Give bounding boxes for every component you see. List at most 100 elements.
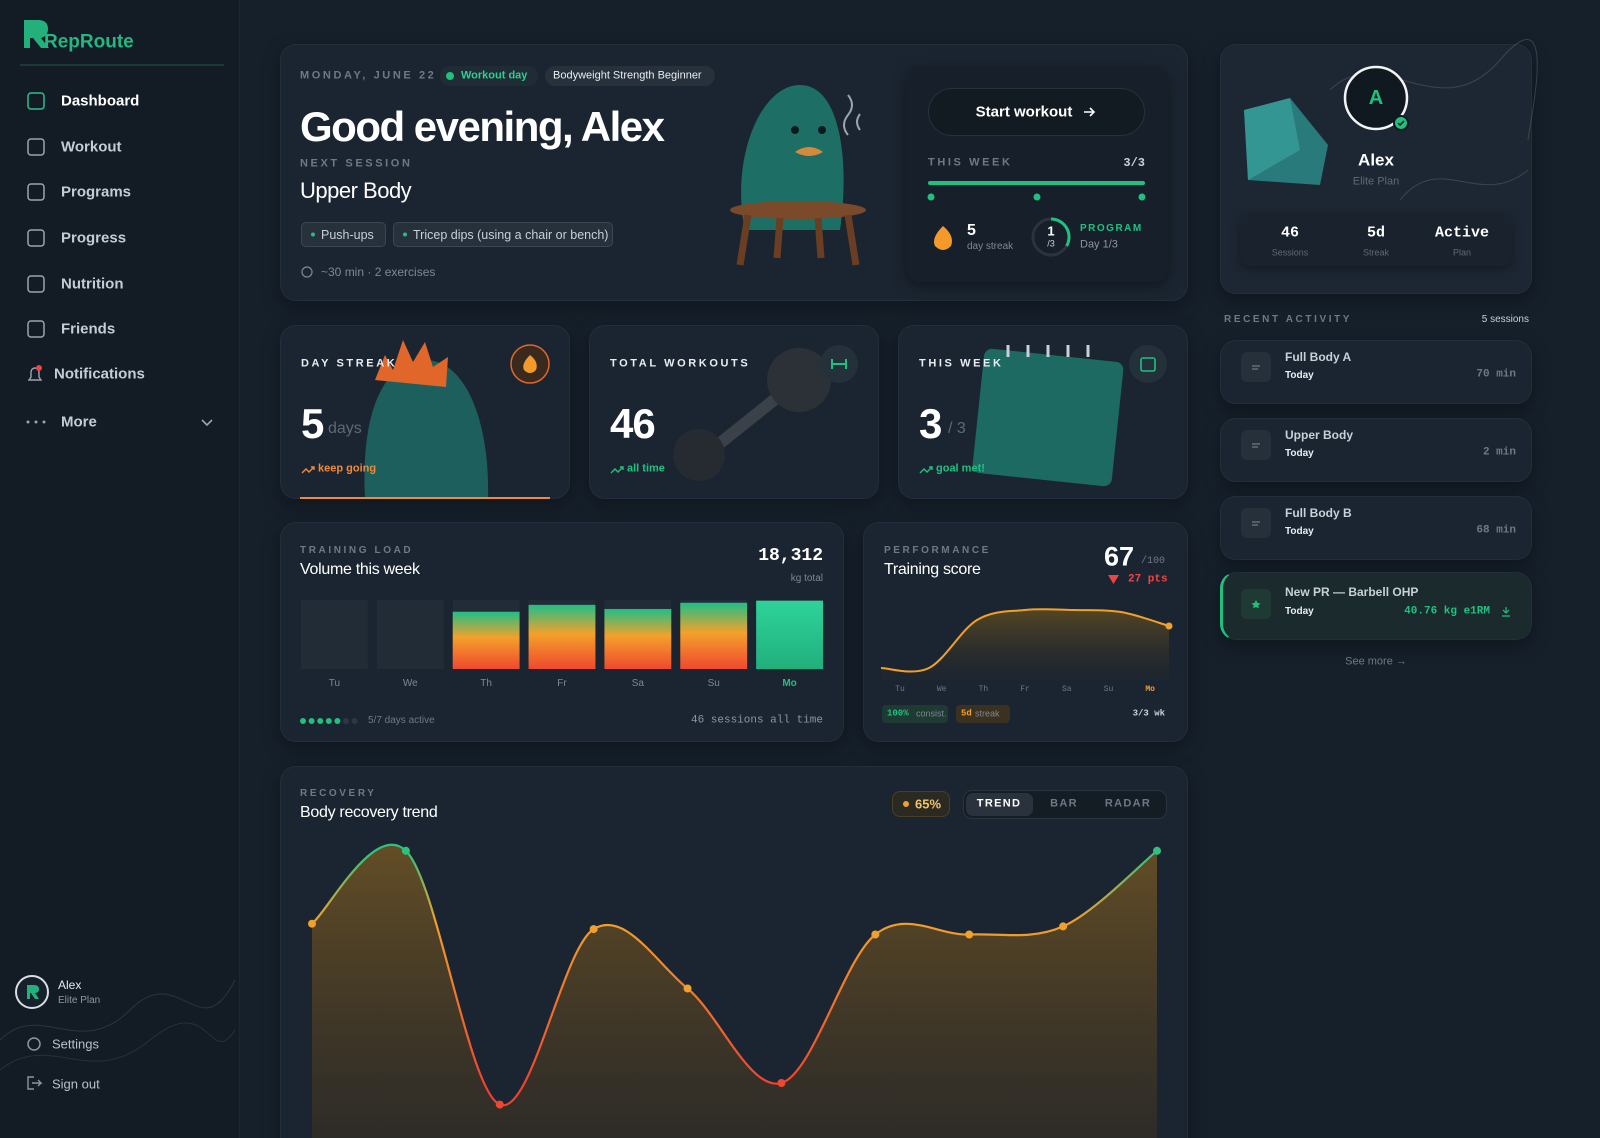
badge-dot [446,72,454,80]
activity-dot [351,718,358,724]
list-icon [1252,365,1260,370]
x-tick-label: Su [1103,685,1114,694]
see-more[interactable]: See more → [1345,655,1407,668]
chip-strong: 100% [887,708,909,719]
chevron [201,419,213,427]
activity-item[interactable] [1220,418,1532,482]
activity-dot [308,718,315,724]
nav-item[interactable]: Notifications [54,365,145,383]
point [1059,922,1068,931]
table-top [730,201,866,219]
profile-stat-value: 46 [1280,224,1300,242]
trend-icon [919,466,933,474]
program-label: PROGRAM [1080,223,1143,234]
badge-dot [36,365,42,371]
x-tick-label: Sa [1061,685,1072,694]
activity-icon [1241,352,1271,382]
tab[interactable]: TREND [976,797,1022,810]
hero-date: MONDAY, JUNE 22 [300,69,437,82]
activity-dot [325,718,332,724]
tab[interactable]: BAR [1050,797,1078,810]
point [683,984,692,993]
activity-icon [1241,508,1271,538]
fire-hair [375,340,448,387]
activity-when: Today [1285,526,1314,537]
program-day: Day 1/3 [1080,238,1118,251]
start-button[interactable] [928,88,1145,136]
profile-initial: A [1368,87,1384,109]
activity-title: New PR — Barbell OHP [1285,585,1419,599]
tab-active[interactable] [966,793,1033,816]
settings-link[interactable]: Settings [52,1036,99,1052]
exercise: Push-ups [321,227,374,242]
activity-label: RECENT ACTIVITY [1224,314,1353,325]
nav-item[interactable]: Workout [61,138,122,156]
exercise-chip [393,222,613,247]
bar [604,608,672,669]
more-dot [42,420,46,424]
smoke [1399,169,1529,201]
exercise-chip [301,222,386,247]
activity-item[interactable] [1220,340,1532,404]
nav-icon [27,183,45,201]
verified-check [1397,120,1405,127]
volume-title: Volume this week [300,561,420,578]
flame-icon [934,226,952,250]
stat-trend: all time [627,462,665,475]
score-change: 27 pts [1128,573,1168,586]
activity-when: Today [1285,448,1314,459]
arrow-icon [1084,107,1096,117]
tab[interactable]: RADAR [1104,797,1152,810]
user-plan: Elite Plan [58,995,101,1006]
x-tick-label: Th [480,678,492,689]
mascot-beak [795,147,823,156]
nav-item[interactable]: Friends [61,320,116,338]
point [495,1100,504,1109]
stat-icon [1129,345,1167,383]
x-tick-label: Su [707,678,720,689]
list-icon [1252,521,1260,526]
nav-icon [27,320,45,338]
activity-dot [300,718,306,724]
stat-icon-flame [523,355,537,373]
mascot-eye [818,126,826,134]
chip-text: streak [975,708,1000,719]
point [777,1079,786,1087]
star-icon [1251,600,1261,609]
recovery-title: Body recovery trend [300,804,438,821]
nav-item[interactable]: More [61,413,97,431]
calendar-art [972,348,1124,487]
point [308,919,316,928]
start-button-text[interactable]: Start workout [975,103,1073,121]
nav-item[interactable]: Dashboard [61,92,140,110]
bar [528,604,596,669]
nav-item[interactable]: Nutrition [61,275,124,293]
performance-title: Training score [884,561,981,578]
activity-dot [334,718,341,724]
activity-item[interactable] [1220,572,1532,640]
mascot-eye [791,126,799,134]
nav-item[interactable]: Progress [61,229,127,247]
week-dot [1138,193,1146,201]
badge-text: Workout day [461,69,528,82]
activity-value: 2 min [1482,446,1516,459]
profile-stat-label: Streak [1362,247,1390,258]
activity-value: 68 min [1476,524,1516,537]
nav-item[interactable]: Programs [61,183,132,201]
stat-label: TOTAL WORKOUTS [610,357,751,370]
signout-link[interactable]: Sign out [52,1076,100,1092]
sessions-total: 46 sessions all time [690,714,823,727]
x-tick-label: We [936,685,947,694]
stat-label: DAY STREAK [301,357,398,370]
avatar-logo [27,985,39,999]
x-tick-label: Tu [328,678,341,689]
point [1165,622,1173,630]
recovery-percent: 65% [915,796,942,812]
volume-label: TRAINING LOAD [300,545,414,556]
x-tick-label: Th [978,685,989,694]
activity-value: 70 min [1476,368,1516,381]
activity-item[interactable] [1220,496,1532,560]
chip-strong: 5d [961,708,972,719]
activity-count: 5 sessions [1481,314,1529,325]
greeting: Good evening, Alex [300,103,665,150]
